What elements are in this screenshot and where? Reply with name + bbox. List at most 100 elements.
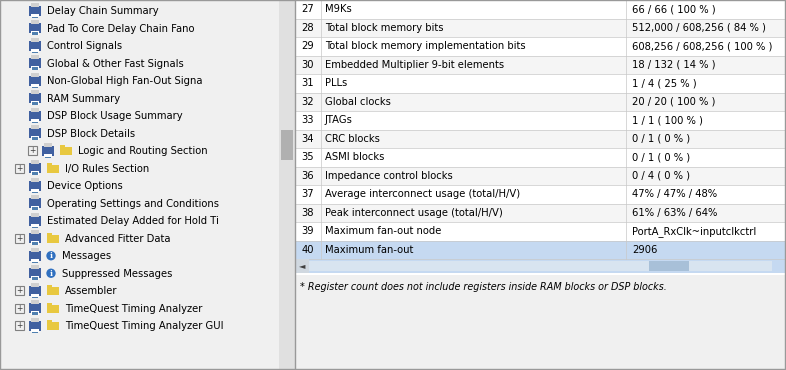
Text: Average interconnect usage (total/H/V): Average interconnect usage (total/H/V) [325,189,520,199]
Text: 35: 35 [302,152,314,162]
Text: Maximum fan-out: Maximum fan-out [325,245,413,255]
Bar [32,34,38,35]
Text: 31: 31 [302,78,314,88]
Bar [31,125,39,129]
Bar [31,195,39,199]
Bar [29,111,41,121]
Text: 2906: 2906 [632,245,657,255]
Bar [32,262,38,263]
Bar [295,0,786,18]
Text: 39: 39 [302,226,314,236]
Bar [32,172,38,173]
Text: 0 / 1 ( 0 % ): 0 / 1 ( 0 % ) [632,134,690,144]
Bar [29,93,41,103]
Text: Control Signals: Control Signals [47,41,122,51]
Bar [32,227,38,228]
Bar [32,174,38,175]
Text: 0 / 1 ( 0 % ): 0 / 1 ( 0 % ) [632,152,690,162]
Text: Peak interconnect usage (total/H/V): Peak interconnect usage (total/H/V) [325,208,503,218]
Bar [45,157,51,158]
Bar [31,265,39,269]
Bar [295,204,786,222]
Text: +: + [17,304,23,313]
Bar [46,303,53,306]
Bar [32,139,38,140]
Bar [31,3,39,7]
Text: I/O Rules Section: I/O Rules Section [65,164,149,174]
Text: * Register count does not include registers inside RAM blocks or DSP blocks.: * Register count does not include regist… [300,282,667,292]
Bar [15,321,24,330]
Bar [31,259,39,262]
Bar [46,320,53,323]
Text: 38: 38 [302,208,314,218]
Bar [31,101,39,105]
Text: 28: 28 [302,23,314,33]
Bar [295,130,786,148]
Bar [32,208,38,209]
Text: Delay Chain Summary: Delay Chain Summary [47,6,159,16]
Text: Logic and Routing Section: Logic and Routing Section [78,146,208,156]
Text: CRC blocks: CRC blocks [325,134,380,144]
Bar [29,233,41,243]
Bar [295,275,786,370]
Bar [60,145,65,148]
Bar [29,128,41,138]
Bar [31,31,39,35]
Text: i: i [50,252,53,260]
Bar [32,189,38,190]
Bar [295,74,786,92]
Text: 37: 37 [302,189,314,199]
Text: DSP Block Details: DSP Block Details [47,129,135,139]
Bar [295,56,786,74]
Bar [32,279,38,280]
Bar [31,213,39,216]
Bar [15,286,24,295]
Text: Global clocks: Global clocks [325,97,391,107]
Text: Estimated Delay Added for Hold Ti: Estimated Delay Added for Hold Ti [47,216,219,226]
Bar [32,137,38,138]
Bar [32,209,38,210]
Bar [32,173,38,174]
Bar [295,18,786,37]
Bar [31,38,39,41]
Bar [31,241,39,245]
Text: 30: 30 [302,60,314,70]
Bar [295,259,786,273]
Bar [31,189,39,192]
Bar [31,283,39,287]
Bar [32,314,38,315]
Bar [31,161,39,164]
Text: +: + [17,234,23,243]
Bar [31,56,39,59]
Text: 47% / 47% / 48%: 47% / 47% / 48% [632,189,717,199]
Text: Messages: Messages [62,251,111,261]
Text: 36: 36 [302,171,314,181]
Bar [31,14,39,17]
Text: +: + [17,164,23,173]
Bar [29,250,41,261]
Bar [295,111,786,130]
Bar [31,300,39,304]
Bar [60,147,72,155]
Text: TimeQuest Timing Analyzer: TimeQuest Timing Analyzer [65,304,202,314]
Bar [28,146,37,155]
Bar [29,268,41,278]
Text: PortA_RxClk~inputclkctrl: PortA_RxClk~inputclkctrl [632,226,756,237]
Text: 66 / 66 ( 100 % ): 66 / 66 ( 100 % ) [632,4,715,14]
Bar [32,33,38,34]
Text: 18 / 132 ( 14 % ): 18 / 132 ( 14 % ) [632,60,715,70]
Bar [31,20,39,24]
Text: Operating Settings and Conditions: Operating Settings and Conditions [47,199,219,209]
Text: M9Ks: M9Ks [325,4,352,14]
Bar [15,164,24,173]
Text: PLLs: PLLs [325,78,347,88]
Bar [32,244,38,245]
Bar [46,165,59,173]
Bar [32,104,38,105]
Bar [31,108,39,112]
Bar [649,261,689,271]
Text: 34: 34 [302,134,314,144]
Text: Global & Other Fast Signals: Global & Other Fast Signals [47,59,184,69]
Bar [29,75,41,86]
Bar [295,222,786,241]
